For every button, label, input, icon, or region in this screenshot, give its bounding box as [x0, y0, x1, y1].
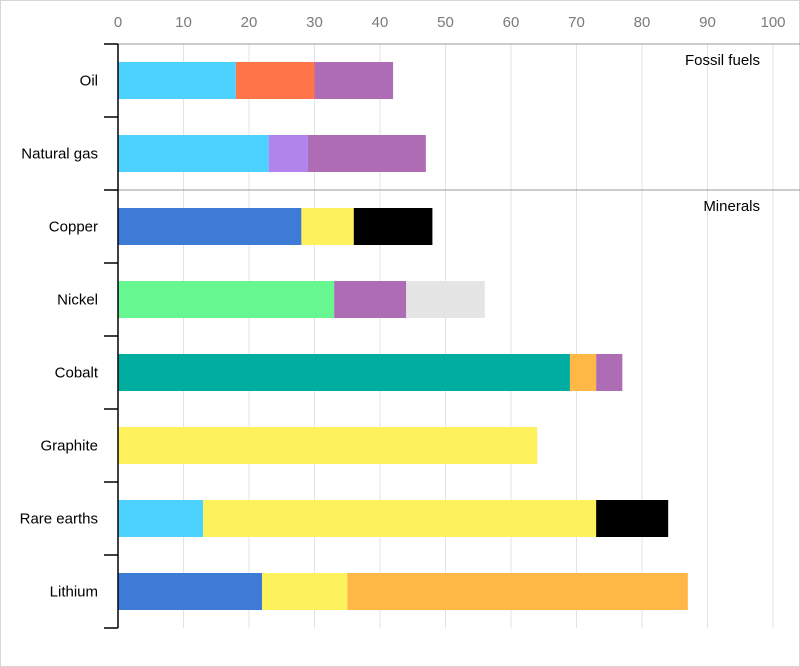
y-axis [104, 43, 119, 629]
category-label-oil: Oil [80, 73, 98, 90]
bar-graphite [118, 427, 538, 464]
category-label-natural-gas: Natural gas [21, 146, 98, 163]
bar-nickel [118, 281, 485, 318]
bar-natural-gas [118, 135, 426, 172]
category-labels: Oil Natural gas Copper Nickel Cobalt Graphite… [20, 73, 99, 601]
category-label-copper: Copper [49, 219, 98, 236]
x-tick-label-60: 60 [503, 14, 520, 31]
category-label-rare-earths: Rare earths [20, 511, 98, 528]
bar-cobalt [118, 354, 623, 391]
x-tick-label-40: 40 [372, 14, 389, 31]
bar-rare-earths [118, 500, 669, 537]
bar-segment-rare-earths-1 [118, 500, 204, 537]
bar-segment-oil-2 [235, 62, 315, 99]
x-tick-label-70: 70 [568, 14, 585, 31]
x-tick-label-90: 90 [699, 14, 716, 31]
group-label-minerals: Minerals [703, 198, 760, 215]
group-labels: Fossil fuels Minerals [685, 52, 760, 215]
bar-segment-nickel-1 [118, 281, 335, 318]
grid-lines [183, 44, 774, 628]
bar-segment-lithium-1 [118, 573, 263, 610]
bar-lithium [118, 573, 688, 610]
bar-segment-natural-gas-2 [268, 135, 308, 172]
bar-segment-natural-gas-3 [307, 135, 426, 172]
bar-segment-lithium-3 [347, 573, 688, 610]
group-separators [118, 43, 800, 191]
bar-segment-copper-1 [118, 208, 302, 245]
category-label-graphite: Graphite [40, 438, 98, 455]
bar-segment-copper-2 [301, 208, 354, 245]
x-tick-label-10: 10 [175, 14, 192, 31]
bar-copper [118, 208, 433, 245]
bar-segment-copper-3 [353, 208, 433, 245]
x-tick-label-100: 100 [760, 14, 785, 31]
bar-segment-oil-1 [118, 62, 236, 99]
category-label-lithium: Lithium [50, 584, 98, 601]
bar-segment-cobalt-2 [569, 354, 597, 391]
bar-segment-cobalt-1 [118, 354, 570, 391]
bar-segment-nickel-2 [334, 281, 407, 318]
bar-segment-graphite-1 [118, 427, 538, 464]
bar-segment-cobalt-3 [596, 354, 623, 391]
bar-segment-nickel-3 [406, 281, 485, 318]
x-tick-label-80: 80 [634, 14, 651, 31]
bar-segment-oil-3 [314, 62, 394, 99]
x-tick-label-30: 30 [306, 14, 323, 31]
x-tick-label-0: 0 [114, 14, 122, 31]
bar-oil [118, 62, 394, 99]
x-tick-labels: 0 10 20 30 40 50 60 70 80 90 100 [114, 14, 786, 31]
x-tick-label-20: 20 [241, 14, 258, 31]
bar-segment-natural-gas-1 [118, 135, 269, 172]
bars [118, 62, 688, 610]
bar-segment-rare-earths-3 [596, 500, 669, 537]
group-label-fossil-fuels: Fossil fuels [685, 52, 760, 69]
category-label-cobalt: Cobalt [55, 365, 99, 382]
bar-segment-lithium-2 [262, 573, 348, 610]
x-tick-label-50: 50 [437, 14, 454, 31]
bar-segment-rare-earths-2 [203, 500, 597, 537]
category-label-nickel: Nickel [57, 292, 98, 309]
